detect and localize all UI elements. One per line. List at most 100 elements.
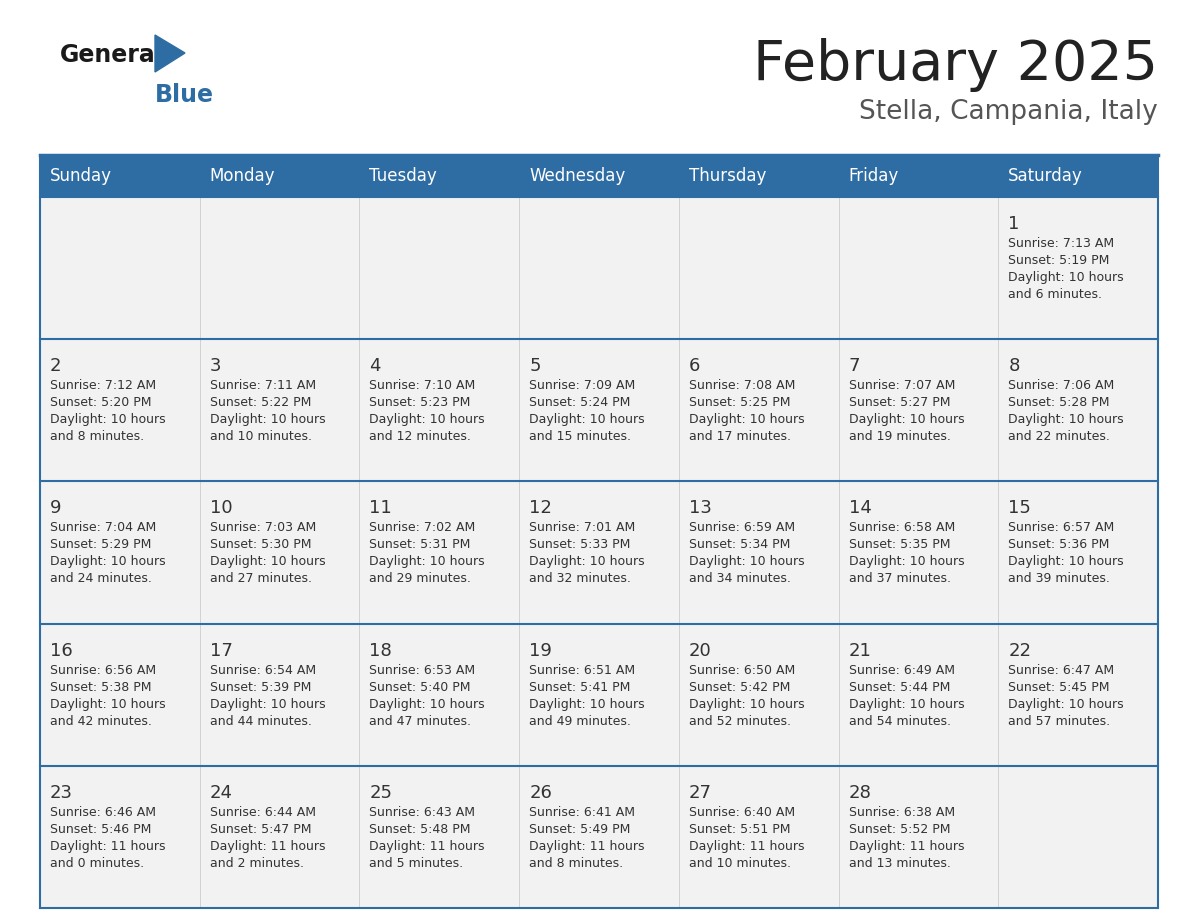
Bar [678,339,839,481]
Text: General: General [61,43,164,67]
Bar [360,197,519,339]
Text: Daylight: 10 hours: Daylight: 10 hours [210,555,326,568]
Bar [519,623,678,766]
Text: Daylight: 11 hours: Daylight: 11 hours [529,840,645,853]
Text: Monday: Monday [210,167,276,185]
Text: 2: 2 [50,357,62,375]
Text: Daylight: 11 hours: Daylight: 11 hours [689,840,804,853]
Text: Daylight: 10 hours: Daylight: 10 hours [1009,413,1124,426]
Text: Sunset: 5:29 PM: Sunset: 5:29 PM [50,538,151,552]
Text: 24: 24 [210,784,233,801]
Bar [40,197,200,339]
Text: 23: 23 [50,784,72,801]
Text: Daylight: 10 hours: Daylight: 10 hours [848,555,965,568]
Text: Sunrise: 6:38 AM: Sunrise: 6:38 AM [848,806,955,819]
Text: Sunset: 5:33 PM: Sunset: 5:33 PM [529,538,631,552]
Text: Wednesday: Wednesday [529,167,625,185]
Text: Sunrise: 6:49 AM: Sunrise: 6:49 AM [848,664,955,677]
Text: and 15 minutes.: and 15 minutes. [529,431,631,443]
Text: Friday: Friday [848,167,899,185]
Text: Sunset: 5:34 PM: Sunset: 5:34 PM [689,538,790,552]
Text: Sunset: 5:48 PM: Sunset: 5:48 PM [369,823,470,835]
Text: Sunrise: 6:59 AM: Sunrise: 6:59 AM [689,521,795,534]
Text: Sunrise: 7:06 AM: Sunrise: 7:06 AM [1009,379,1114,392]
Text: 14: 14 [848,499,872,518]
Text: Blue: Blue [154,83,214,107]
Bar [839,197,998,339]
Text: Sunset: 5:49 PM: Sunset: 5:49 PM [529,823,631,835]
Text: Sunday: Sunday [50,167,112,185]
Text: 3: 3 [210,357,221,375]
Text: Daylight: 10 hours: Daylight: 10 hours [50,555,165,568]
Text: 1: 1 [1009,215,1019,233]
Text: and 5 minutes.: and 5 minutes. [369,856,463,869]
Text: 20: 20 [689,642,712,660]
Bar [40,481,200,623]
Bar [839,481,998,623]
Text: Sunset: 5:47 PM: Sunset: 5:47 PM [210,823,311,835]
Text: Sunrise: 7:10 AM: Sunrise: 7:10 AM [369,379,475,392]
Text: 17: 17 [210,642,233,660]
Text: and 44 minutes.: and 44 minutes. [210,714,311,728]
Text: 8: 8 [1009,357,1019,375]
Text: and 19 minutes.: and 19 minutes. [848,431,950,443]
Text: Sunrise: 7:04 AM: Sunrise: 7:04 AM [50,521,157,534]
Bar [360,339,519,481]
Text: and 6 minutes.: and 6 minutes. [1009,288,1102,301]
Text: Daylight: 10 hours: Daylight: 10 hours [1009,271,1124,284]
Bar [519,481,678,623]
Text: Sunrise: 7:11 AM: Sunrise: 7:11 AM [210,379,316,392]
Text: and 42 minutes.: and 42 minutes. [50,714,152,728]
Text: 4: 4 [369,357,381,375]
Text: 11: 11 [369,499,392,518]
Text: 19: 19 [529,642,552,660]
Text: Sunrise: 7:13 AM: Sunrise: 7:13 AM [1009,237,1114,250]
Bar [519,766,678,908]
Text: Daylight: 11 hours: Daylight: 11 hours [210,840,326,853]
Text: and 52 minutes.: and 52 minutes. [689,714,791,728]
Text: Sunset: 5:45 PM: Sunset: 5:45 PM [1009,680,1110,694]
Bar [519,339,678,481]
Bar [40,623,200,766]
Bar [998,339,1158,481]
Text: Daylight: 10 hours: Daylight: 10 hours [50,413,165,426]
Text: Daylight: 11 hours: Daylight: 11 hours [369,840,485,853]
Text: Daylight: 10 hours: Daylight: 10 hours [529,698,645,711]
Text: 5: 5 [529,357,541,375]
Text: Sunset: 5:28 PM: Sunset: 5:28 PM [1009,397,1110,409]
Text: Sunset: 5:41 PM: Sunset: 5:41 PM [529,680,631,694]
Text: Tuesday: Tuesday [369,167,437,185]
Text: Sunrise: 6:58 AM: Sunrise: 6:58 AM [848,521,955,534]
Text: Daylight: 10 hours: Daylight: 10 hours [848,698,965,711]
Bar [200,481,360,623]
Text: and 24 minutes.: and 24 minutes. [50,573,152,586]
Text: Sunrise: 6:57 AM: Sunrise: 6:57 AM [1009,521,1114,534]
Text: Daylight: 10 hours: Daylight: 10 hours [529,413,645,426]
Bar [839,766,998,908]
Text: and 8 minutes.: and 8 minutes. [50,431,144,443]
Polygon shape [154,35,185,72]
Bar [360,623,519,766]
Text: Sunset: 5:24 PM: Sunset: 5:24 PM [529,397,631,409]
Text: Sunset: 5:38 PM: Sunset: 5:38 PM [50,680,152,694]
Text: Sunset: 5:42 PM: Sunset: 5:42 PM [689,680,790,694]
Text: Sunrise: 6:40 AM: Sunrise: 6:40 AM [689,806,795,819]
Bar [200,197,360,339]
Bar [998,623,1158,766]
Text: Sunrise: 7:08 AM: Sunrise: 7:08 AM [689,379,795,392]
Text: and 2 minutes.: and 2 minutes. [210,856,304,869]
Text: 18: 18 [369,642,392,660]
Text: Daylight: 10 hours: Daylight: 10 hours [689,413,804,426]
Text: 26: 26 [529,784,552,801]
Text: Sunrise: 6:46 AM: Sunrise: 6:46 AM [50,806,156,819]
Text: Sunset: 5:51 PM: Sunset: 5:51 PM [689,823,790,835]
Bar [519,197,678,339]
Text: Sunset: 5:30 PM: Sunset: 5:30 PM [210,538,311,552]
Text: 22: 22 [1009,642,1031,660]
Text: Sunrise: 6:53 AM: Sunrise: 6:53 AM [369,664,475,677]
Bar [839,623,998,766]
Text: Sunset: 5:39 PM: Sunset: 5:39 PM [210,680,311,694]
Text: 12: 12 [529,499,552,518]
Text: and 10 minutes.: and 10 minutes. [689,856,791,869]
Text: Daylight: 11 hours: Daylight: 11 hours [848,840,965,853]
